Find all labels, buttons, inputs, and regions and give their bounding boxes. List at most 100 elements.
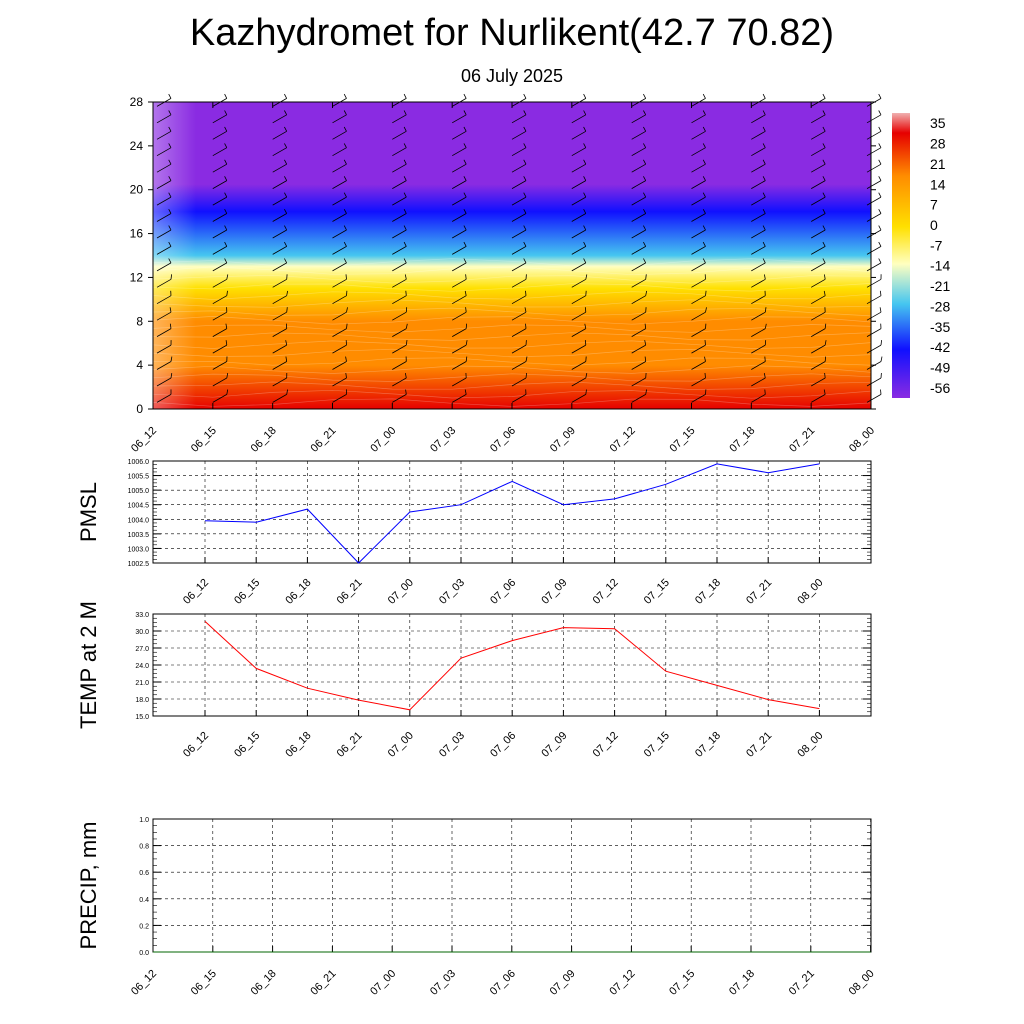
wind-barb-shaft bbox=[691, 344, 706, 354]
wind-barb-shaft bbox=[272, 114, 287, 124]
wind-barb-shaft bbox=[332, 262, 347, 272]
wind-barb-shaft bbox=[811, 114, 826, 124]
x-tick-label: 08_00 bbox=[847, 425, 877, 455]
wind-barb-shaft bbox=[751, 229, 766, 239]
wind-barb-flag bbox=[585, 274, 588, 280]
wind-barb-shaft bbox=[332, 361, 347, 370]
wind-barb-shaft bbox=[332, 147, 347, 157]
wind-barb-shaft bbox=[571, 262, 586, 272]
wind-barb-shaft bbox=[392, 278, 407, 288]
wind-barb-flag bbox=[822, 225, 826, 231]
wind-barb-flag bbox=[463, 225, 467, 231]
x-tick-label: 07_18 bbox=[693, 577, 723, 607]
wind-barb-flag bbox=[702, 93, 706, 99]
wind-barb-flag bbox=[702, 192, 706, 198]
x-tick-label: 06_18 bbox=[283, 577, 313, 607]
wind-barb-flag bbox=[764, 274, 766, 280]
wind-barb-shaft bbox=[452, 262, 467, 272]
wind-barb-shaft bbox=[631, 213, 646, 222]
wind-barb-shaft bbox=[691, 246, 706, 255]
wind-barb-shaft bbox=[866, 278, 882, 288]
wind-barb-shaft bbox=[452, 246, 467, 255]
y-tick-label: 1003.0 bbox=[128, 546, 150, 553]
y-axis-title: TEMP at 2 M bbox=[76, 601, 101, 729]
wind-barb-flag bbox=[169, 323, 172, 329]
wind-barb-flag bbox=[643, 143, 647, 148]
wind-barb-shaft bbox=[571, 130, 586, 140]
wind-barb-flag bbox=[643, 225, 647, 231]
wind-barb-flag bbox=[762, 93, 766, 99]
wind-barb-flag bbox=[403, 110, 407, 115]
wind-barb-flag bbox=[702, 159, 706, 165]
wind-barb-shaft bbox=[272, 246, 287, 255]
wind-barb-shaft bbox=[511, 163, 527, 173]
wind-barb-flag bbox=[170, 373, 173, 379]
wind-barb-flag bbox=[285, 356, 288, 362]
wind-barb-shaft bbox=[866, 295, 882, 305]
x-tick-label: 07_09 bbox=[539, 577, 569, 607]
wind-barb-flag bbox=[880, 356, 883, 362]
wind-barb-shaft bbox=[332, 394, 347, 403]
x-tick-label: 06_18 bbox=[249, 425, 279, 455]
wind-barb-shaft bbox=[212, 295, 227, 305]
wind-barb-shaft bbox=[691, 328, 706, 337]
wind-barb-shaft bbox=[811, 278, 826, 288]
wind-barb-shaft bbox=[751, 311, 766, 321]
wind-barb-shaft bbox=[571, 394, 586, 403]
wind-barb-flag bbox=[822, 176, 826, 181]
y-tick-label: 27.0 bbox=[135, 646, 149, 653]
y-tick-label: 1005.0 bbox=[128, 488, 150, 495]
colorbar-label: -7 bbox=[930, 237, 943, 253]
wind-barb-shaft bbox=[571, 344, 586, 354]
x-tick-label: 06_12 bbox=[181, 577, 211, 607]
colorbar-label: -49 bbox=[930, 359, 950, 375]
y-tick-label: 33.0 bbox=[135, 612, 149, 619]
x-tick-label: 07_12 bbox=[591, 730, 621, 760]
x-tick-label: 07_06 bbox=[488, 968, 518, 998]
wind-barb-flag bbox=[762, 126, 766, 132]
x-tick-label: 07_00 bbox=[386, 730, 416, 760]
x-tick-label: 07_09 bbox=[548, 425, 578, 455]
wind-barb-shaft bbox=[212, 311, 227, 321]
wind-barb-flag bbox=[463, 93, 467, 99]
wind-barb-flag bbox=[878, 159, 882, 165]
wind-barb-shaft bbox=[811, 311, 826, 321]
y-tick-label: 1.0 bbox=[139, 817, 149, 824]
wind-barb-flag bbox=[168, 258, 172, 264]
wind-barb-shaft bbox=[866, 163, 882, 173]
wind-barb-flag bbox=[523, 93, 527, 99]
wind-barb-shaft bbox=[751, 377, 766, 387]
wind-barb-flag bbox=[463, 192, 467, 198]
wind-barb-flag bbox=[764, 389, 766, 395]
x-tick-label: 08_00 bbox=[795, 577, 825, 607]
wind-barb-shaft bbox=[691, 213, 706, 222]
wind-barb-shaft bbox=[511, 328, 527, 337]
contour-line bbox=[152, 365, 872, 374]
wind-barb-shaft bbox=[392, 196, 407, 206]
wind-barb-flag bbox=[643, 93, 647, 99]
x-tick-label: 07_18 bbox=[727, 968, 757, 998]
wind-barb-flag bbox=[284, 241, 288, 247]
wind-barb-shaft bbox=[156, 328, 172, 337]
wind-barb-flag bbox=[463, 258, 467, 264]
wind-barb-flag bbox=[224, 126, 228, 132]
wind-barb-flag bbox=[643, 126, 647, 132]
wind-barb-flag bbox=[463, 176, 467, 181]
wind-barb-shaft bbox=[691, 196, 706, 206]
wind-barb-flag bbox=[464, 389, 467, 395]
wind-barb-flag bbox=[823, 389, 826, 395]
wind-barb-shaft bbox=[811, 295, 826, 305]
x-tick-label: 07_09 bbox=[548, 968, 578, 998]
wind-barb-shaft bbox=[751, 278, 766, 288]
wind-barb-flag bbox=[583, 241, 587, 247]
y-tick-label: 12 bbox=[130, 270, 144, 284]
wind-barb-shaft bbox=[571, 328, 586, 337]
wind-barb-flag bbox=[170, 356, 173, 362]
wind-barb-flag bbox=[525, 290, 527, 296]
wind-barb-flag bbox=[343, 225, 347, 231]
wind-barb-shaft bbox=[866, 114, 882, 124]
wind-barb-shaft bbox=[511, 196, 527, 206]
wind-barb-flag bbox=[583, 258, 587, 264]
wind-barb-flag bbox=[224, 93, 228, 99]
wind-barb-shaft bbox=[332, 196, 347, 206]
